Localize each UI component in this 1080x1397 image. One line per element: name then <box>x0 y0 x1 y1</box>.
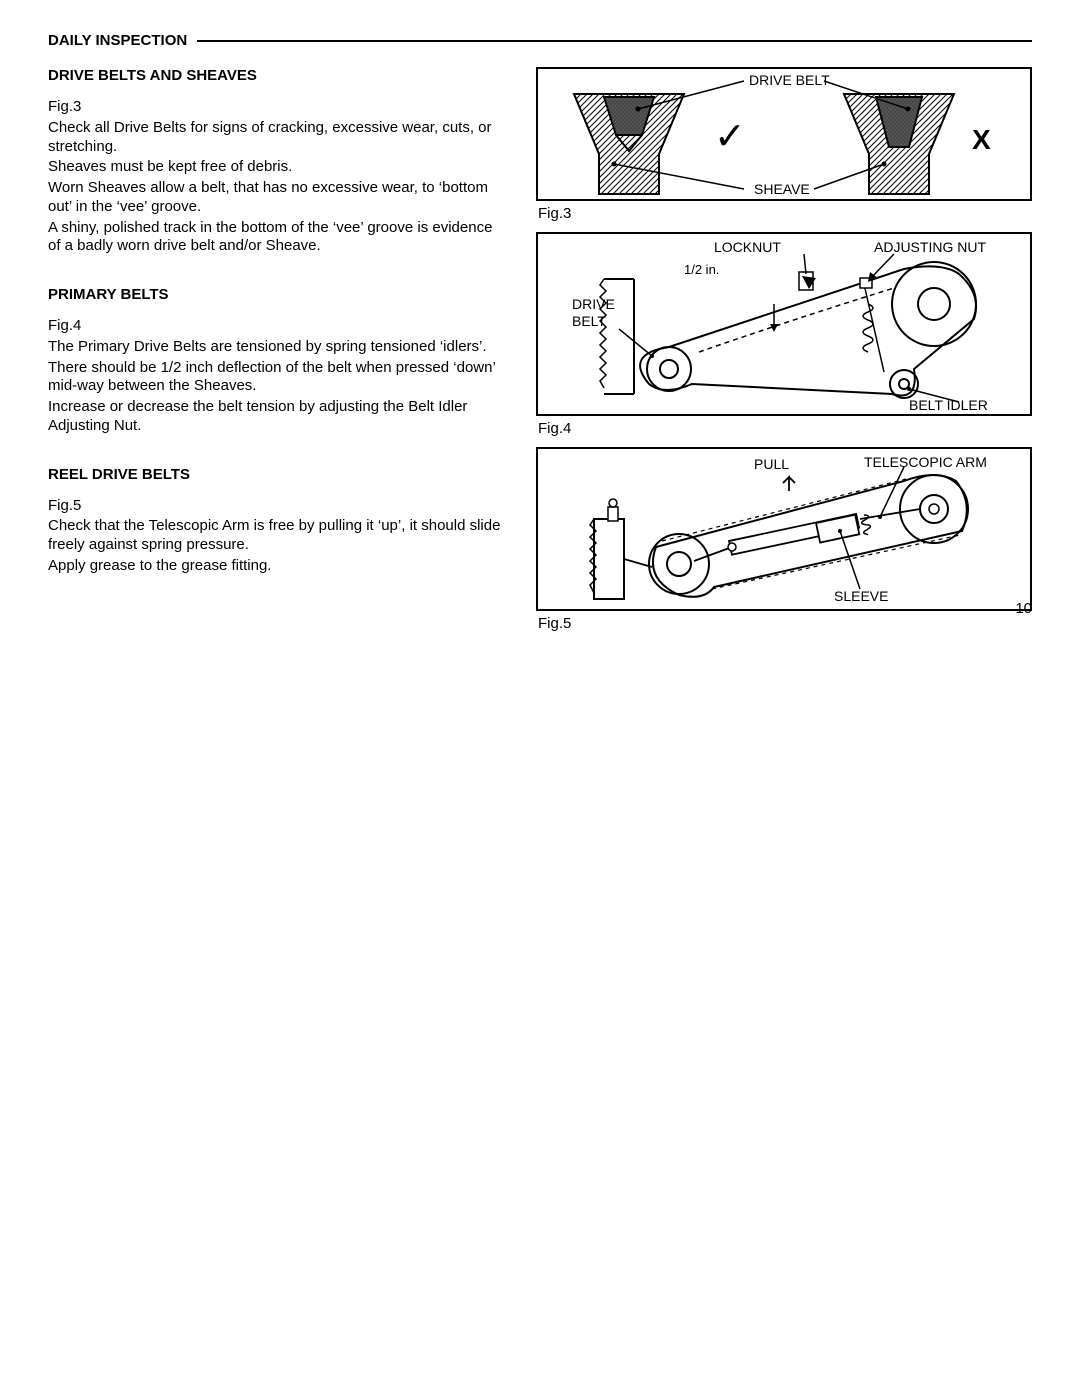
fig4-caption: Fig.4 <box>538 420 1032 437</box>
right-column: ✓ X DRIVE BELT SHEAVE Fig.3 <box>536 67 1032 642</box>
fig4-label-locknut: LOCKNUT <box>714 239 781 255</box>
fig-ref-4: Fig.4 <box>48 317 508 336</box>
header-rule <box>197 40 1032 42</box>
fig4-label-belt: BELT <box>572 313 606 329</box>
drive-belts-p1: Check all Drive Belts for signs of crack… <box>48 119 508 157</box>
reel-drive-p2: Apply grease to the grease fitting. <box>48 557 508 576</box>
section-title-reel-drive: REEL DRIVE BELTS <box>48 466 508 483</box>
drive-belts-p2: Sheaves must be kept free of debris. <box>48 158 508 177</box>
primary-belts-p1: The Primary Drive Belts are tensioned by… <box>48 338 508 357</box>
pull-arrow-icon <box>783 477 795 491</box>
check-icon: ✓ <box>714 116 746 158</box>
section-title-drive-belts: DRIVE BELTS AND SHEAVES <box>48 67 508 84</box>
x-icon: X <box>972 124 991 155</box>
left-column: DRIVE BELTS AND SHEAVES Fig.3 Check all … <box>48 67 508 642</box>
fig-ref-3: Fig.3 <box>48 98 508 117</box>
fig4-label-belt-idler: BELT IDLER <box>909 397 988 413</box>
fig5-caption: Fig.5 <box>538 615 1032 632</box>
fig5-label-telescopic-arm: TELESCOPIC ARM <box>864 454 987 470</box>
header-title: DAILY INSPECTION <box>48 32 187 49</box>
page-header: DAILY INSPECTION <box>48 32 1032 49</box>
fig3-label-sheave: SHEAVE <box>754 181 810 197</box>
fig4-label-drive: DRIVE <box>572 296 615 312</box>
fig4-label-adjusting-nut: ADJUSTING NUT <box>874 239 986 255</box>
fig3-caption: Fig.3 <box>538 205 1032 222</box>
section-title-primary-belts: PRIMARY BELTS <box>48 286 508 303</box>
fig3-label-drive-belt: DRIVE BELT <box>749 72 830 88</box>
fig5-label-sleeve: SLEEVE <box>834 588 888 604</box>
figure-3: ✓ X DRIVE BELT SHEAVE <box>536 67 1032 201</box>
fig-ref-5: Fig.5 <box>48 497 508 516</box>
primary-belts-p2: There should be 1/2 inch deflection of t… <box>48 359 508 397</box>
drive-belts-p4: A shiny, polished track in the bottom of… <box>48 219 508 257</box>
figure-5: PULL TELESCOPIC ARM SLEEVE <box>536 447 1032 611</box>
fig5-label-pull: PULL <box>754 456 789 472</box>
reel-drive-p1: Check that the Telescopic Arm is free by… <box>48 517 508 555</box>
drive-belts-p3: Worn Sheaves allow a belt, that has no e… <box>48 179 508 217</box>
primary-belts-p3: Increase or decrease the belt tension by… <box>48 398 508 436</box>
page-number: 10 <box>1015 600 1032 617</box>
fig4-label-half-in: 1/2 in. <box>684 262 719 277</box>
main-columns: DRIVE BELTS AND SHEAVES Fig.3 Check all … <box>48 67 1032 642</box>
figure-4: LOCKNUT ADJUSTING NUT 1/2 in. DRIVE BELT… <box>536 232 1032 416</box>
